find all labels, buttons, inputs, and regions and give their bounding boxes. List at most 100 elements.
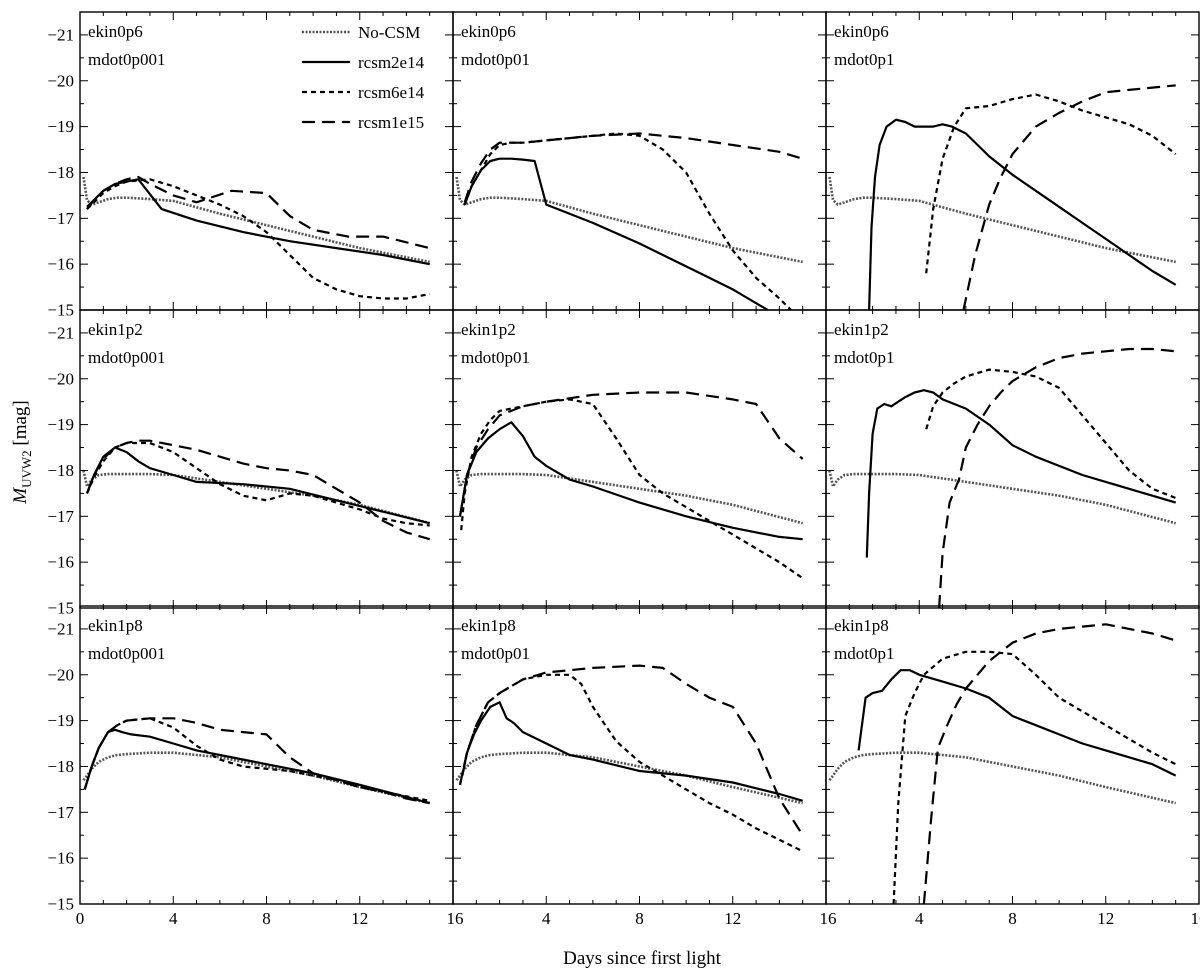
legend-label-rcsm1e15: rcsm1e15 [358,113,424,132]
y-tick-label: −15 [47,895,74,914]
series-line-rcsm6e14 [460,398,804,580]
series-group [455,664,804,853]
panel-label-mdot: mdot0p1 [834,50,894,69]
y-tick-label: −16 [47,553,74,572]
y-tick-label: −17 [47,209,74,228]
y-tick-label: −21 [47,619,74,638]
panel-label-mdot: mdot0p01 [461,50,530,69]
x-tick-label: 8 [1008,909,1017,928]
series-line-rcsm1e15 [85,439,431,541]
panel-label-mdot: mdot0p001 [88,50,165,69]
legend: No-CSM rcsm2e14 rcsm6e14 rcsm1e15 [302,23,425,132]
x-axis-title: Days since first light [563,948,722,969]
series-line-rcsm1e15 [922,623,1177,904]
series-line-rcsm6e14 [458,673,804,853]
series-line-No-CSM [82,470,431,525]
series-line-rcsm1e15 [463,132,804,203]
panel-label-ekin: ekin0p6 [88,22,143,41]
y-tick-label: −19 [47,117,74,136]
y-tick-label: −16 [47,255,74,274]
panel-ekin1p8-mdot0p001: −15 −16 −17 −18 −19 −20 −21 0 4 8 12 16 ekin1p8 mdot0… [47,605,464,928]
series-group [82,717,430,805]
y-tick-label: −15 [47,301,74,320]
x-tick-label: 8 [262,909,271,928]
panel-label-ekin: ekin1p8 [834,616,889,635]
panel-ekin0p6-mdot0p1: ekin0p6 mdot0p1 [825,11,1200,311]
panel-label-ekin: ekin1p2 [834,320,889,339]
series-group [455,391,804,580]
panel-ekin1p8-mdot0p1: 4 8 12 16 ekin1p8 mdot0p1 [825,605,1200,928]
y-axis-title-unit: [mag] [10,400,31,450]
series-line-rcsm6e14 [83,717,430,802]
legend-label-rcsm6e14: rcsm6e14 [358,83,425,102]
series-line-No-CSM [828,751,1176,805]
panel-label-mdot: mdot0p001 [88,644,165,663]
y-tick-label: −21 [47,323,74,342]
x-tick-label: 4 [169,909,178,928]
y-tick-label: −15 [47,599,74,618]
y-axis-title-main: M [10,487,31,505]
y-tick-label: −18 [47,461,74,480]
series-line-rcsm6e14 [925,368,1177,500]
series-line-rcsm1e15 [86,175,430,250]
series-line-rcsm2e14 [463,157,769,310]
x-tick-label: 16 [1191,909,1200,928]
panel-ekin1p2-mdot0p01: ekin1p2 mdot0p01 [452,309,827,609]
y-tick-label: −21 [47,25,74,44]
y-tick-label: −17 [47,507,74,526]
series-line-No-CSM [828,470,1177,525]
y-tick-label: −20 [47,665,74,684]
series-line-rcsm2e14 [461,701,804,802]
panel-ekin1p2-mdot0p1: ekin1p2 mdot0p1 [825,309,1200,609]
series-line-rcsm1e15 [458,664,804,836]
series-line-rcsm2e14 [857,669,1177,777]
series-line-rcsm6e14 [85,441,430,527]
panel-label-ekin: ekin0p6 [461,22,516,41]
panel-label-mdot: mdot0p01 [461,348,530,367]
x-tick-label: 0 [76,909,85,928]
series-group [455,132,804,310]
x-tick-label: 8 [635,909,644,928]
panel-grid: −15 −16 −17 −18 −19 −20 −21 ekin0p6 mdot0p001 No-… [47,11,1200,928]
y-tick-label: −19 [47,711,74,730]
panel-label-ekin: ekin1p8 [88,616,143,635]
series-line-rcsm1e15 [458,391,804,517]
panel-label-ekin: ekin1p8 [461,616,516,635]
y-tick-label: −18 [47,757,74,776]
series-line-rcsm1e15 [962,84,1176,310]
series-line-No-CSM [455,751,803,805]
series-group [828,347,1177,608]
series-group [828,84,1177,310]
series-line-rcsm2e14 [458,421,803,541]
x-tick-label: 16 [447,909,464,928]
panel-ekin0p6-mdot0p01: ekin0p6 mdot0p01 [452,11,827,311]
series-group [828,623,1177,904]
y-axis-title-sub: UVW2 [19,450,34,488]
series-line-rcsm6e14 [925,93,1177,274]
y-tick-label: −16 [47,849,74,868]
series-line-rcsm2e14 [85,446,430,525]
panel-label-mdot: mdot0p1 [834,348,894,367]
panel-label-mdot: mdot0p01 [461,644,530,663]
panel-label-ekin: ekin1p2 [461,320,516,339]
panel-label-mdot: mdot0p001 [88,348,165,367]
x-tick-label: 12 [351,909,368,928]
panel-ekin0p6-mdot0p001: −15 −16 −17 −18 −19 −20 −21 ekin0p6 mdot0p001 No-… [47,11,454,320]
series-line-No-CSM [82,751,430,805]
series-line-No-CSM [455,176,803,264]
y-tick-label: −20 [47,71,74,90]
x-tick-label: 4 [915,909,924,928]
x-tick-label: 4 [542,909,551,928]
x-tick-label: 16 [820,909,837,928]
legend-label-No-CSM: No-CSM [358,23,420,42]
panel-ekin1p2-mdot0p001: −15 −16 −17 −18 −19 −20 −21 ekin1p2 mdot0p001 [47,309,454,618]
panel-label-mdot: mdot0p1 [834,644,894,663]
legend-label-rcsm2e14: rcsm2e14 [358,53,425,72]
series-line-rcsm1e15 [83,717,430,805]
y-tick-label: −19 [47,415,74,434]
series-line-No-CSM [455,470,804,525]
series-line-rcsm2e14 [865,389,1177,558]
series-line-rcsm2e14 [868,118,1177,310]
y-tick-label: −20 [47,369,74,388]
